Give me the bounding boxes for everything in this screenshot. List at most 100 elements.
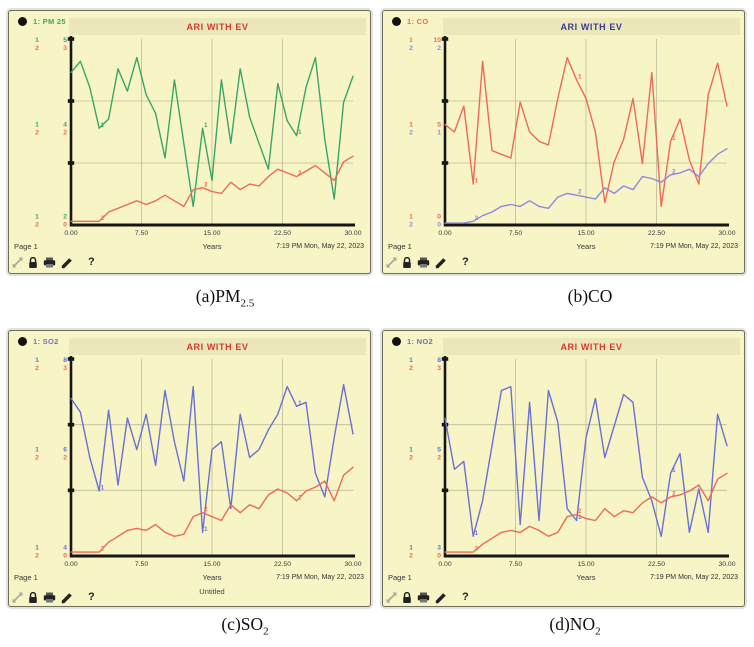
legend-bullet-icon	[392, 17, 401, 26]
svg-text:2: 2	[63, 455, 67, 462]
svg-text:2: 2	[409, 222, 413, 229]
svg-text:2: 2	[475, 547, 479, 553]
page-label: Page 1	[14, 573, 38, 582]
timestamp: 7:19 PM Mon, May 22, 2023	[650, 243, 738, 250]
help-icon[interactable]: ?	[88, 591, 95, 603]
lock-icon[interactable]	[402, 591, 412, 604]
svg-text:1: 1	[672, 136, 676, 142]
svg-text:2: 2	[437, 455, 441, 462]
svg-text:30.00: 30.00	[718, 561, 735, 568]
svg-text:3: 3	[437, 545, 441, 552]
svg-text:2: 2	[437, 45, 441, 52]
svg-text:3: 3	[63, 365, 67, 372]
svg-text:0.00: 0.00	[438, 230, 451, 237]
lock-icon[interactable]	[28, 256, 38, 269]
printer-icon[interactable]	[417, 257, 430, 268]
svg-text:0: 0	[437, 553, 441, 560]
x-axis-title: Years	[202, 573, 222, 582]
svg-text:2: 2	[475, 216, 479, 222]
svg-text:1: 1	[204, 123, 208, 129]
svg-text:2: 2	[298, 171, 302, 177]
svg-text:5: 5	[437, 447, 441, 454]
page-label: Page 1	[388, 573, 412, 582]
svg-text:2: 2	[409, 45, 413, 52]
svg-text:4: 4	[63, 545, 67, 552]
help-icon[interactable]: ?	[462, 256, 469, 268]
svg-text:1: 1	[101, 123, 105, 129]
svg-text:1: 1	[578, 515, 582, 521]
printer-icon[interactable]	[417, 592, 430, 603]
lock-icon[interactable]	[402, 256, 412, 269]
chart-panel-so2: 1: SO2 ARI WITH EV 0.00 7.50 15.00 22.50 30.…	[8, 330, 371, 607]
svg-text:2: 2	[409, 553, 413, 560]
svg-text:0.00: 0.00	[64, 230, 77, 237]
svg-text:1: 1	[409, 447, 413, 454]
svg-text:1: 1	[101, 485, 105, 491]
svg-text:2: 2	[578, 190, 582, 196]
svg-text:3: 3	[63, 45, 67, 52]
graph-pad-toolbar: ?	[386, 591, 469, 604]
printer-icon[interactable]	[43, 592, 56, 603]
resize-diagonal-icon[interactable]	[12, 592, 23, 603]
lock-icon[interactable]	[28, 591, 38, 604]
svg-text:30.00: 30.00	[344, 230, 361, 237]
svg-text:2: 2	[409, 129, 413, 136]
svg-text:5: 5	[437, 121, 441, 128]
x-axis-title: Years	[576, 573, 596, 582]
graph-pad-toolbar: ?	[386, 256, 469, 269]
caption-co: (b)CO	[567, 286, 613, 306]
svg-text:2: 2	[101, 216, 105, 222]
svg-text:22.50: 22.50	[274, 230, 291, 237]
svg-text:2: 2	[101, 547, 105, 553]
svg-text:6: 6	[63, 447, 67, 454]
resize-diagonal-icon[interactable]	[12, 257, 23, 268]
svg-text:2: 2	[204, 507, 208, 513]
legend-label: 1: PM 25	[33, 17, 66, 26]
timestamp: 7:19 PM Mon, May 22, 2023	[650, 574, 738, 581]
plot-area: 0.00 7.50 15.00 22.50 30.0081326122410211122…	[35, 356, 362, 568]
resize-diagonal-icon[interactable]	[386, 592, 397, 603]
svg-text:8: 8	[63, 357, 67, 364]
legend-label: 1: SO2	[33, 337, 59, 346]
svg-text:2: 2	[35, 455, 39, 462]
svg-text:15.00: 15.00	[203, 561, 220, 568]
chart-title: ARI WITH EV	[186, 341, 249, 352]
svg-text:22.50: 22.50	[274, 561, 291, 568]
svg-text:22.50: 22.50	[648, 230, 665, 237]
svg-text:2: 2	[672, 491, 676, 497]
graph-pad-toolbar: ?	[12, 591, 95, 604]
svg-text:2: 2	[35, 129, 39, 136]
svg-text:3: 3	[437, 365, 441, 372]
pencil-icon[interactable]	[61, 257, 73, 269]
svg-text:0: 0	[63, 553, 67, 560]
svg-text:1: 1	[475, 531, 479, 537]
resize-diagonal-icon[interactable]	[386, 257, 397, 268]
pencil-icon[interactable]	[61, 592, 73, 604]
svg-text:0: 0	[437, 214, 441, 221]
svg-text:2: 2	[409, 455, 413, 462]
pencil-icon[interactable]	[435, 592, 447, 604]
svg-text:1: 1	[409, 357, 413, 364]
legend-label: 1: NO2	[407, 337, 433, 346]
help-icon[interactable]: ?	[88, 256, 95, 268]
chart-title-bar: ARI WITH EV	[443, 338, 740, 355]
svg-text:2: 2	[35, 365, 39, 372]
svg-text:2: 2	[578, 509, 582, 515]
svg-text:0.00: 0.00	[438, 561, 451, 568]
x-axis-title: Years	[202, 242, 222, 251]
chart-title: ARI WITH EV	[560, 21, 623, 32]
svg-text:22.50: 22.50	[648, 561, 665, 568]
printer-icon[interactable]	[43, 257, 56, 268]
svg-text:1: 1	[578, 74, 582, 80]
svg-text:2: 2	[35, 553, 39, 560]
svg-text:1: 1	[35, 357, 39, 364]
svg-text:0: 0	[437, 222, 441, 229]
svg-text:7.50: 7.50	[509, 561, 522, 568]
plot-area: 0.00 7.50 15.00 22.50 30.0010122511201021112…	[409, 36, 736, 237]
pencil-icon[interactable]	[435, 257, 447, 269]
help-icon[interactable]: ?	[462, 591, 469, 603]
svg-text:1: 1	[35, 37, 39, 44]
svg-text:7.50: 7.50	[509, 230, 522, 237]
svg-text:1: 1	[475, 179, 479, 185]
chart-panel-co: 1: CO ARI WITH EV 0.00 7.50 15.00 22.50 30.0…	[382, 10, 745, 274]
